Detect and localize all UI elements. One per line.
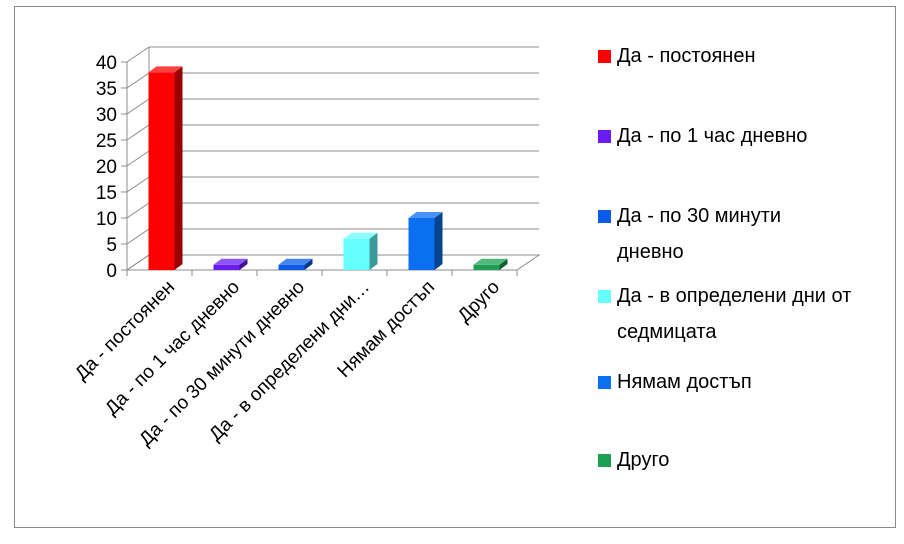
legend-label: Да - по 30 минути дневно (617, 205, 782, 263)
y-tick-label: 25 (96, 131, 117, 152)
gridline-side (126, 46, 150, 63)
bar-front (343, 238, 370, 270)
bar (473, 258, 508, 270)
gridline-side (126, 72, 150, 89)
legend-item: Нямам достъп (598, 364, 752, 400)
bar-top (473, 258, 508, 265)
bar (278, 258, 313, 270)
bar-front (148, 72, 175, 271)
bar-side (499, 258, 508, 270)
y-tick-label: 30 (96, 105, 117, 126)
bar-side (434, 212, 443, 270)
gridline-side (126, 98, 150, 115)
gridline-side (126, 176, 150, 193)
legend-swatch (598, 210, 611, 223)
bar (213, 258, 248, 270)
bar-side (304, 258, 313, 270)
legend-swatch (598, 290, 611, 303)
legend-swatch (598, 50, 611, 63)
legend-label: Да - постоянен (617, 45, 756, 67)
legend-label: Нямам достъп (617, 371, 752, 393)
bar (343, 232, 378, 270)
legend-swatch (598, 454, 611, 467)
bar-front (213, 264, 240, 270)
gridline-side (126, 150, 150, 167)
bar-side (369, 232, 378, 270)
legend-item: Да - по 30 минути дневно (598, 198, 847, 270)
bar-top (213, 258, 248, 265)
y-tick-label: 5 (106, 235, 117, 256)
bar-top (148, 66, 183, 73)
legend-label: Друго (617, 449, 670, 471)
bar (148, 66, 183, 271)
gridline-side (126, 202, 150, 219)
gridline-side (126, 228, 150, 245)
y-tick-label: 20 (96, 157, 117, 178)
legend-label: Да - по 1 час дневно (617, 125, 808, 147)
legend-label: Да - в определени дни от седмицата (617, 285, 852, 343)
y-tick-label: 10 (96, 209, 117, 230)
legend-item: Да - по 1 час дневно (598, 118, 807, 154)
bar-front (278, 264, 305, 270)
bar (408, 212, 443, 270)
y-tick-label: 0 (106, 261, 117, 282)
y-tick-label: 40 (96, 53, 117, 74)
bar-front (408, 218, 435, 270)
y-tick-label: 35 (96, 79, 117, 100)
legend-swatch (598, 130, 611, 143)
gridline-side (126, 124, 150, 141)
y-tick-label: 15 (96, 183, 117, 204)
x-tick-label: Друго (454, 277, 504, 327)
legend-item: Да - постоянен (598, 38, 756, 74)
bar-front (473, 264, 500, 270)
bar-side (239, 258, 248, 270)
legend-item: Да - в определени дни от седмицата (598, 278, 887, 350)
bar-top (278, 258, 313, 265)
legend-item: Друго (598, 442, 669, 478)
legend-swatch (598, 376, 611, 389)
bar-top (343, 232, 378, 239)
bar-top (408, 212, 443, 218)
bar-side (174, 66, 183, 271)
